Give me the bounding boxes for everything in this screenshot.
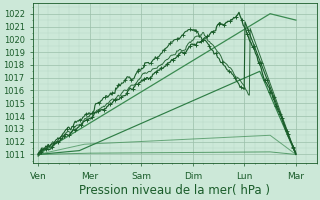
X-axis label: Pression niveau de la mer( hPa ): Pression niveau de la mer( hPa ) [79, 184, 270, 197]
